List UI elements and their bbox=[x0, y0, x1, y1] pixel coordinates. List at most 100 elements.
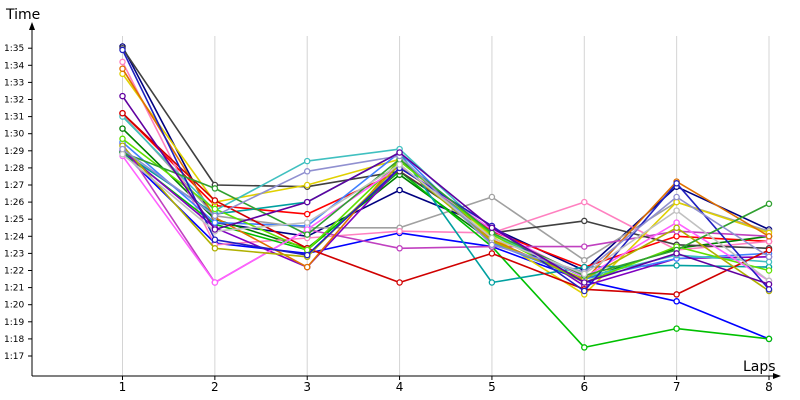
y-tick-label: 1:28 bbox=[4, 164, 24, 174]
y-tick-label: 1:19 bbox=[4, 318, 24, 328]
data-point bbox=[673, 198, 680, 206]
data-point bbox=[119, 150, 126, 158]
y-tick-label: 1:27 bbox=[4, 181, 24, 191]
data-point bbox=[303, 219, 311, 226]
data-point bbox=[211, 205, 219, 213]
data-point bbox=[119, 46, 126, 54]
data-point bbox=[581, 279, 588, 286]
x-tick-label: 7 bbox=[673, 380, 681, 394]
x-tick-label: 5 bbox=[488, 380, 496, 394]
y-tick-label: 1:29 bbox=[4, 147, 24, 157]
data-point bbox=[488, 250, 496, 257]
data-point bbox=[211, 212, 219, 220]
series-line bbox=[121, 73, 770, 296]
x-axis-arrow bbox=[773, 373, 781, 379]
x-ticks: 1 2 3 4 5 6 7 8 bbox=[119, 376, 773, 394]
y-tick-label: 1:26 bbox=[4, 198, 24, 208]
y-tick-label: 1:33 bbox=[4, 78, 24, 88]
series-23 bbox=[119, 150, 773, 285]
data-point bbox=[119, 145, 126, 153]
data-point bbox=[673, 325, 680, 332]
data-point bbox=[581, 263, 588, 271]
data-point bbox=[488, 193, 496, 201]
y-tick-label: 1:31 bbox=[4, 113, 24, 123]
data-point bbox=[765, 258, 773, 266]
data-point bbox=[488, 241, 496, 249]
y-tick-label: 1:22 bbox=[4, 267, 24, 277]
data-point bbox=[303, 168, 311, 175]
series-line bbox=[121, 95, 770, 285]
y-tick-label: 1:32 bbox=[4, 96, 24, 106]
data-point bbox=[396, 279, 403, 286]
data-point bbox=[673, 207, 680, 214]
data-point bbox=[396, 161, 403, 168]
data-point bbox=[673, 262, 680, 269]
data-point bbox=[303, 263, 311, 271]
data-point bbox=[119, 135, 126, 143]
series-line bbox=[121, 153, 770, 282]
x-axis-title: Laps bbox=[743, 359, 776, 375]
data-point bbox=[119, 65, 126, 72]
data-point bbox=[765, 335, 773, 343]
data-point bbox=[765, 233, 773, 240]
data-point bbox=[488, 234, 496, 242]
data-point bbox=[673, 224, 680, 232]
data-point bbox=[211, 236, 219, 243]
data-point bbox=[488, 224, 496, 232]
y-tick-label: 1:34 bbox=[4, 61, 24, 71]
x-tick-label: 1 bbox=[119, 380, 127, 394]
data-point bbox=[581, 198, 588, 206]
series-line bbox=[122, 151, 770, 277]
series-group bbox=[119, 43, 773, 351]
y-axis-arrow bbox=[29, 22, 35, 30]
data-point bbox=[396, 245, 403, 252]
data-point bbox=[673, 250, 680, 257]
series-line bbox=[121, 61, 770, 251]
data-point bbox=[581, 344, 588, 351]
data-point bbox=[211, 279, 219, 286]
data-point bbox=[673, 219, 680, 226]
data-point bbox=[765, 246, 773, 254]
data-point bbox=[396, 227, 403, 235]
y-tick-label: 1:21 bbox=[4, 284, 24, 294]
data-point bbox=[119, 92, 126, 100]
data-point bbox=[211, 197, 219, 204]
data-point bbox=[211, 219, 219, 226]
data-point bbox=[303, 198, 311, 206]
data-point bbox=[581, 217, 588, 225]
y-axis-title: Time bbox=[5, 7, 40, 23]
data-point bbox=[303, 226, 311, 233]
data-point bbox=[488, 279, 496, 286]
data-point bbox=[396, 186, 403, 194]
y-ticks: 1:17 1:18 1:19 1:20 1:21 1:22 1:23 1:24 1:25 1:26… bbox=[4, 44, 32, 362]
y-tick-label: 1:24 bbox=[4, 232, 24, 242]
data-point bbox=[303, 231, 311, 238]
data-point bbox=[119, 58, 126, 66]
series-line bbox=[122, 151, 770, 284]
series-24 bbox=[119, 92, 773, 288]
data-point bbox=[765, 238, 773, 245]
y-tick-label: 1:23 bbox=[4, 249, 24, 259]
data-point bbox=[581, 243, 588, 250]
data-point bbox=[673, 193, 680, 201]
x-tick-label: 6 bbox=[580, 380, 588, 394]
data-point bbox=[765, 267, 773, 274]
data-point bbox=[673, 291, 680, 298]
y-tick-label: 1:35 bbox=[4, 44, 24, 54]
data-point bbox=[673, 180, 680, 187]
data-point bbox=[673, 233, 680, 240]
y-tick-label: 1:25 bbox=[4, 215, 24, 225]
data-point bbox=[211, 226, 219, 233]
y-tick-label: 1:30 bbox=[4, 130, 24, 140]
data-point bbox=[765, 280, 773, 288]
data-point bbox=[765, 200, 773, 208]
x-tick-label: 4 bbox=[396, 380, 404, 394]
series-line bbox=[122, 138, 770, 284]
x-tick-label: 3 bbox=[303, 380, 311, 394]
data-point bbox=[581, 256, 588, 264]
data-point bbox=[581, 270, 588, 278]
data-point bbox=[396, 149, 403, 156]
series-line bbox=[121, 145, 770, 292]
data-point bbox=[211, 245, 219, 252]
data-point bbox=[673, 298, 680, 305]
